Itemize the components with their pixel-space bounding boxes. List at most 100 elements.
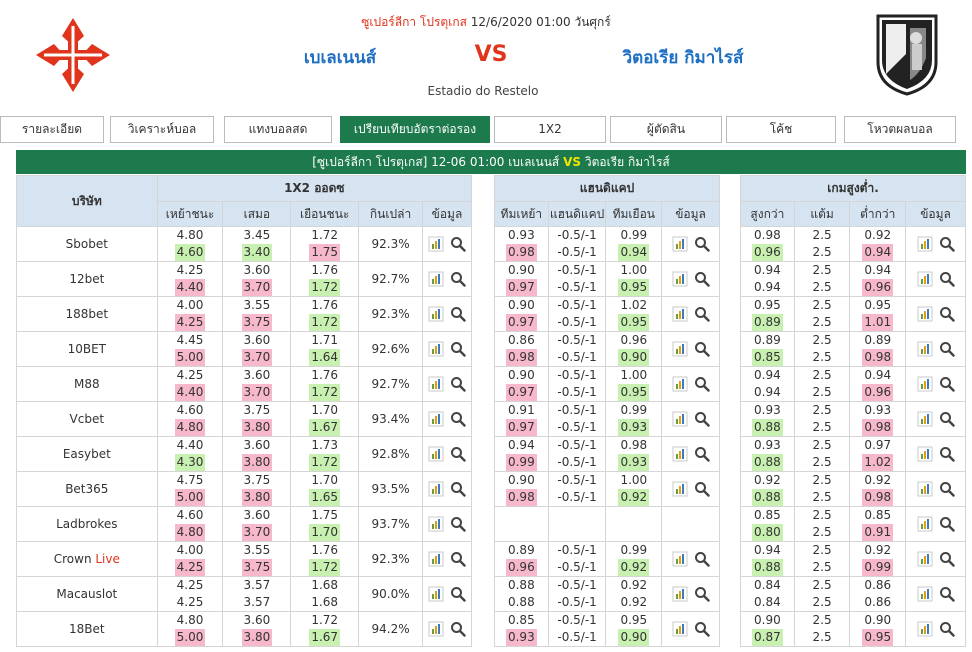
company-name[interactable]: 188bet — [16, 296, 158, 332]
search-icon[interactable] — [694, 481, 710, 497]
company-name[interactable]: Macauslot — [16, 576, 158, 612]
search-icon[interactable] — [939, 411, 955, 427]
chart-icon[interactable] — [672, 446, 688, 462]
chart-icon[interactable] — [428, 306, 444, 322]
chart-icon[interactable] — [428, 516, 444, 532]
search-icon[interactable] — [694, 446, 710, 462]
chart-icon[interactable] — [672, 586, 688, 602]
search-icon[interactable] — [450, 271, 466, 287]
chart-icon[interactable] — [917, 516, 933, 532]
search-icon[interactable] — [450, 586, 466, 602]
search-icon[interactable] — [939, 376, 955, 392]
chart-icon[interactable] — [672, 236, 688, 252]
search-icon[interactable] — [450, 341, 466, 357]
search-icon[interactable] — [694, 411, 710, 427]
chart-icon[interactable] — [917, 446, 933, 462]
search-icon[interactable] — [694, 271, 710, 287]
search-icon[interactable] — [450, 551, 466, 567]
tab-details[interactable]: รายละเอียด — [0, 116, 104, 143]
over-odds-current: 0.88 — [752, 419, 783, 436]
search-icon[interactable] — [450, 481, 466, 497]
search-icon[interactable] — [939, 551, 955, 567]
chart-icon[interactable] — [672, 621, 688, 637]
search-icon[interactable] — [939, 236, 955, 252]
search-icon[interactable] — [450, 516, 466, 532]
chart-icon[interactable] — [917, 341, 933, 357]
hdp-line-cell: -0.5/-1 -0.5/-1 — [547, 436, 607, 472]
hdp-line-open: -0.5/-1 — [557, 438, 597, 452]
chart-icon[interactable] — [917, 236, 933, 252]
chart-icon[interactable] — [917, 586, 933, 602]
search-icon[interactable] — [939, 481, 955, 497]
chart-icon[interactable] — [428, 411, 444, 427]
search-icon[interactable] — [694, 341, 710, 357]
league-name[interactable]: ซูเปอร์ลีกา โปรตุเกส — [361, 15, 467, 29]
chart-icon[interactable] — [428, 446, 444, 462]
company-name[interactable]: 18Bet — [16, 611, 158, 647]
chart-icon[interactable] — [917, 481, 933, 497]
chart-icon[interactable] — [428, 586, 444, 602]
search-icon[interactable] — [939, 621, 955, 637]
chart-icon[interactable] — [917, 271, 933, 287]
search-icon[interactable] — [450, 236, 466, 252]
chart-icon[interactable] — [672, 411, 688, 427]
search-icon[interactable] — [694, 551, 710, 567]
company-name[interactable]: M88 — [16, 366, 158, 402]
company-name[interactable]: 10BET — [16, 331, 158, 367]
over-odds-cell: 0.84 0.84 — [740, 576, 795, 612]
chart-icon[interactable] — [917, 376, 933, 392]
search-icon[interactable] — [939, 586, 955, 602]
search-icon[interactable] — [939, 271, 955, 287]
chart-icon[interactable] — [672, 271, 688, 287]
home-team-name[interactable]: เบเลเนนส์ — [303, 48, 377, 68]
chart-icon[interactable] — [672, 306, 688, 322]
company-name[interactable]: Crown Live — [16, 541, 158, 577]
tab-analysis[interactable]: วิเคราะห์บอล — [110, 116, 214, 143]
search-icon[interactable] — [939, 446, 955, 462]
tab-coach[interactable]: โค้ช — [726, 116, 836, 143]
search-icon[interactable] — [694, 306, 710, 322]
search-icon[interactable] — [450, 411, 466, 427]
chart-icon[interactable] — [917, 551, 933, 567]
search-icon[interactable] — [939, 341, 955, 357]
tab-referee[interactable]: ผู้ตัดสิน — [610, 116, 722, 143]
chart-icon[interactable] — [428, 621, 444, 637]
company-name[interactable]: Bet365 — [16, 471, 158, 507]
chart-icon[interactable] — [917, 306, 933, 322]
search-icon[interactable] — [694, 376, 710, 392]
company-name[interactable]: Easybet — [16, 436, 158, 472]
company-name[interactable]: 12bet — [16, 261, 158, 297]
chart-icon[interactable] — [672, 551, 688, 567]
away-team-name[interactable]: วิตอเรีย กิมาไรส์ — [622, 48, 744, 68]
hdp-home-odds-open: 0.90 — [507, 263, 535, 277]
chart-icon[interactable] — [428, 271, 444, 287]
chart-icon[interactable] — [428, 481, 444, 497]
company-name[interactable]: Ladbrokes — [16, 506, 158, 542]
search-icon[interactable] — [450, 376, 466, 392]
chart-icon[interactable] — [917, 411, 933, 427]
chart-icon[interactable] — [428, 376, 444, 392]
chart-icon[interactable] — [672, 481, 688, 497]
search-icon[interactable] — [450, 446, 466, 462]
tab-odds-compare[interactable]: เปรียบเทียบอัตราต่อรอง — [340, 116, 490, 143]
chart-icon[interactable] — [428, 341, 444, 357]
company-name[interactable]: Vcbet — [16, 401, 158, 437]
search-icon[interactable] — [450, 306, 466, 322]
company-name[interactable]: Sbobet — [16, 226, 158, 262]
search-icon[interactable] — [694, 621, 710, 637]
search-icon[interactable] — [694, 586, 710, 602]
hdp-away-odds-cell: 0.95 0.90 — [605, 611, 663, 647]
chart-icon[interactable] — [672, 376, 688, 392]
search-icon[interactable] — [694, 236, 710, 252]
search-icon[interactable] — [939, 306, 955, 322]
tab-1x2[interactable]: 1X2 — [494, 116, 606, 143]
search-icon[interactable] — [450, 621, 466, 637]
chart-icon[interactable] — [428, 236, 444, 252]
tab-live-bet[interactable]: แทงบอลสด — [224, 116, 332, 143]
tab-vote[interactable]: โหวตผลบอล — [844, 116, 956, 143]
search-icon[interactable] — [939, 516, 955, 532]
chart-icon[interactable] — [428, 551, 444, 567]
live-badge[interactable]: Live — [95, 551, 120, 566]
chart-icon[interactable] — [672, 341, 688, 357]
chart-icon[interactable] — [917, 621, 933, 637]
